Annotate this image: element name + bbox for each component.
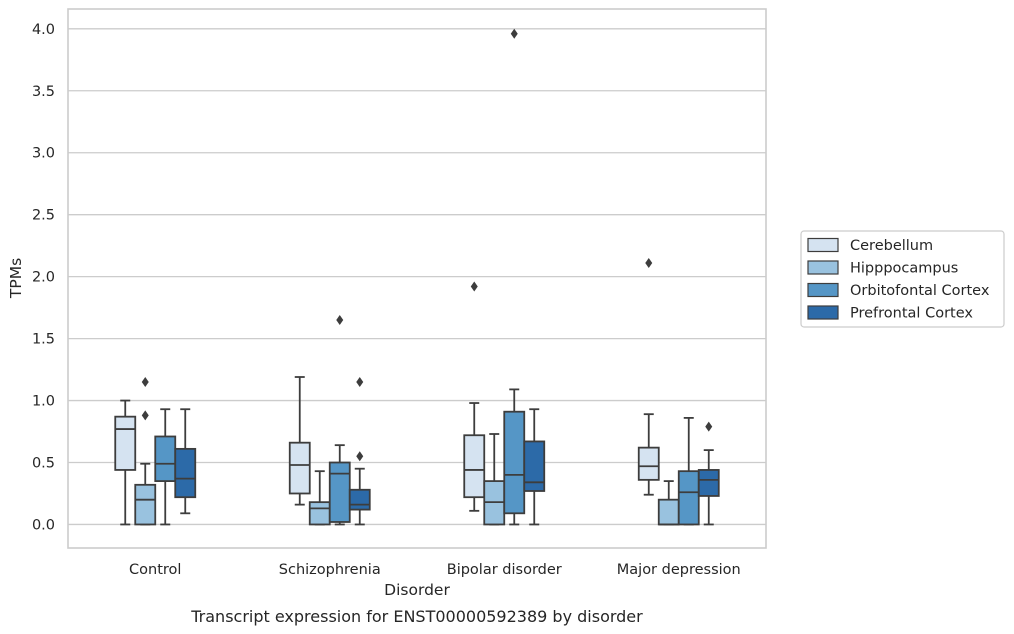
y-tick-label: 0.5 xyxy=(32,456,55,472)
y-tick-label: 3.5 xyxy=(32,84,55,100)
outlier-point xyxy=(470,281,478,292)
box-iqr xyxy=(697,469,720,497)
series-orbitofontal-cortex xyxy=(154,28,700,526)
box-iqr xyxy=(348,488,371,511)
box xyxy=(174,408,197,515)
y-tick-labels: 0.0 0.5 1.0 1.5 2.0 2.5 3.0 3.5 4.0 xyxy=(32,22,55,534)
box xyxy=(348,376,371,526)
outlier-point xyxy=(141,376,149,387)
x-tick-label: Bipolar disorder xyxy=(447,562,562,578)
y-tick-label: 2.0 xyxy=(32,270,55,286)
box xyxy=(677,416,700,526)
x-tick-label: Control xyxy=(129,562,181,578)
box-iqr xyxy=(154,435,177,482)
box-iqr xyxy=(328,461,351,523)
legend-item: Hipppocampus xyxy=(807,260,958,277)
outlier-point xyxy=(141,410,149,421)
series-hipppocampus xyxy=(134,376,680,526)
legend-item: Orbitofontal Cortex xyxy=(807,282,990,299)
legend: Cerebellum Hipppocampus Orbitofontal Corte… xyxy=(800,230,1005,328)
series-prefrontal-cortex xyxy=(174,376,720,526)
box-iqr xyxy=(463,434,486,499)
legend-item: Cerebellum xyxy=(807,237,933,254)
y-axis-title: TPMs xyxy=(7,258,25,299)
y-tick-label: 4.0 xyxy=(32,22,55,38)
box xyxy=(697,421,720,526)
outlier-point xyxy=(356,451,364,462)
chart-caption: Transcript expression for ENST0000059238… xyxy=(190,607,643,626)
box xyxy=(657,480,680,526)
box-iqr xyxy=(308,501,331,526)
legend-frame xyxy=(800,230,1005,328)
box xyxy=(308,470,331,526)
box xyxy=(503,28,526,526)
box-iqr xyxy=(174,447,197,499)
legend-item: Prefrontal Cortex xyxy=(807,305,973,322)
legend-swatch xyxy=(807,260,839,275)
legend-swatch xyxy=(807,305,839,320)
outlier-point xyxy=(510,28,518,39)
box-iqr xyxy=(523,440,546,492)
legend-label: Prefrontal Cortex xyxy=(850,306,973,322)
y-tick-label: 0.0 xyxy=(32,517,55,533)
box xyxy=(154,408,177,526)
box xyxy=(134,376,157,526)
legend-swatch xyxy=(807,237,839,253)
y-tick-label: 3.0 xyxy=(32,146,55,162)
y-tick-label: 2.5 xyxy=(32,208,55,224)
box xyxy=(483,433,506,526)
box-iqr xyxy=(677,470,700,526)
x-tick-labels: Control Schizophrenia Bipolar disorder Majo… xyxy=(129,562,741,578)
box-series xyxy=(114,28,720,526)
box-iqr xyxy=(114,415,137,471)
box xyxy=(463,281,486,512)
x-tick-label: Schizophrenia xyxy=(279,562,381,578)
legend-label: Orbitofontal Cortex xyxy=(850,283,990,299)
legend-label: Hipppocampus xyxy=(850,261,958,277)
box-iqr xyxy=(637,446,660,481)
box-iqr xyxy=(134,483,157,526)
y-tick-label: 1.5 xyxy=(32,332,55,348)
box-iqr xyxy=(503,410,526,515)
box xyxy=(114,399,137,526)
outlier-point xyxy=(645,258,653,269)
box xyxy=(637,258,660,496)
box xyxy=(328,315,351,526)
x-tick-label: Major depression xyxy=(617,562,741,578)
outlier-point xyxy=(356,376,364,387)
box xyxy=(523,408,546,526)
outlier-point xyxy=(336,315,344,326)
box xyxy=(288,376,311,506)
outlier-point xyxy=(705,421,713,432)
y-tick-label: 1.0 xyxy=(32,394,55,410)
box-iqr xyxy=(288,441,311,495)
plot-frame xyxy=(67,8,767,549)
box-iqr xyxy=(657,498,680,526)
x-axis-title: Disorder xyxy=(384,581,450,599)
legend-label: Cerebellum xyxy=(850,238,933,254)
legend-swatch xyxy=(807,282,839,298)
series-cerebellum xyxy=(114,258,660,526)
